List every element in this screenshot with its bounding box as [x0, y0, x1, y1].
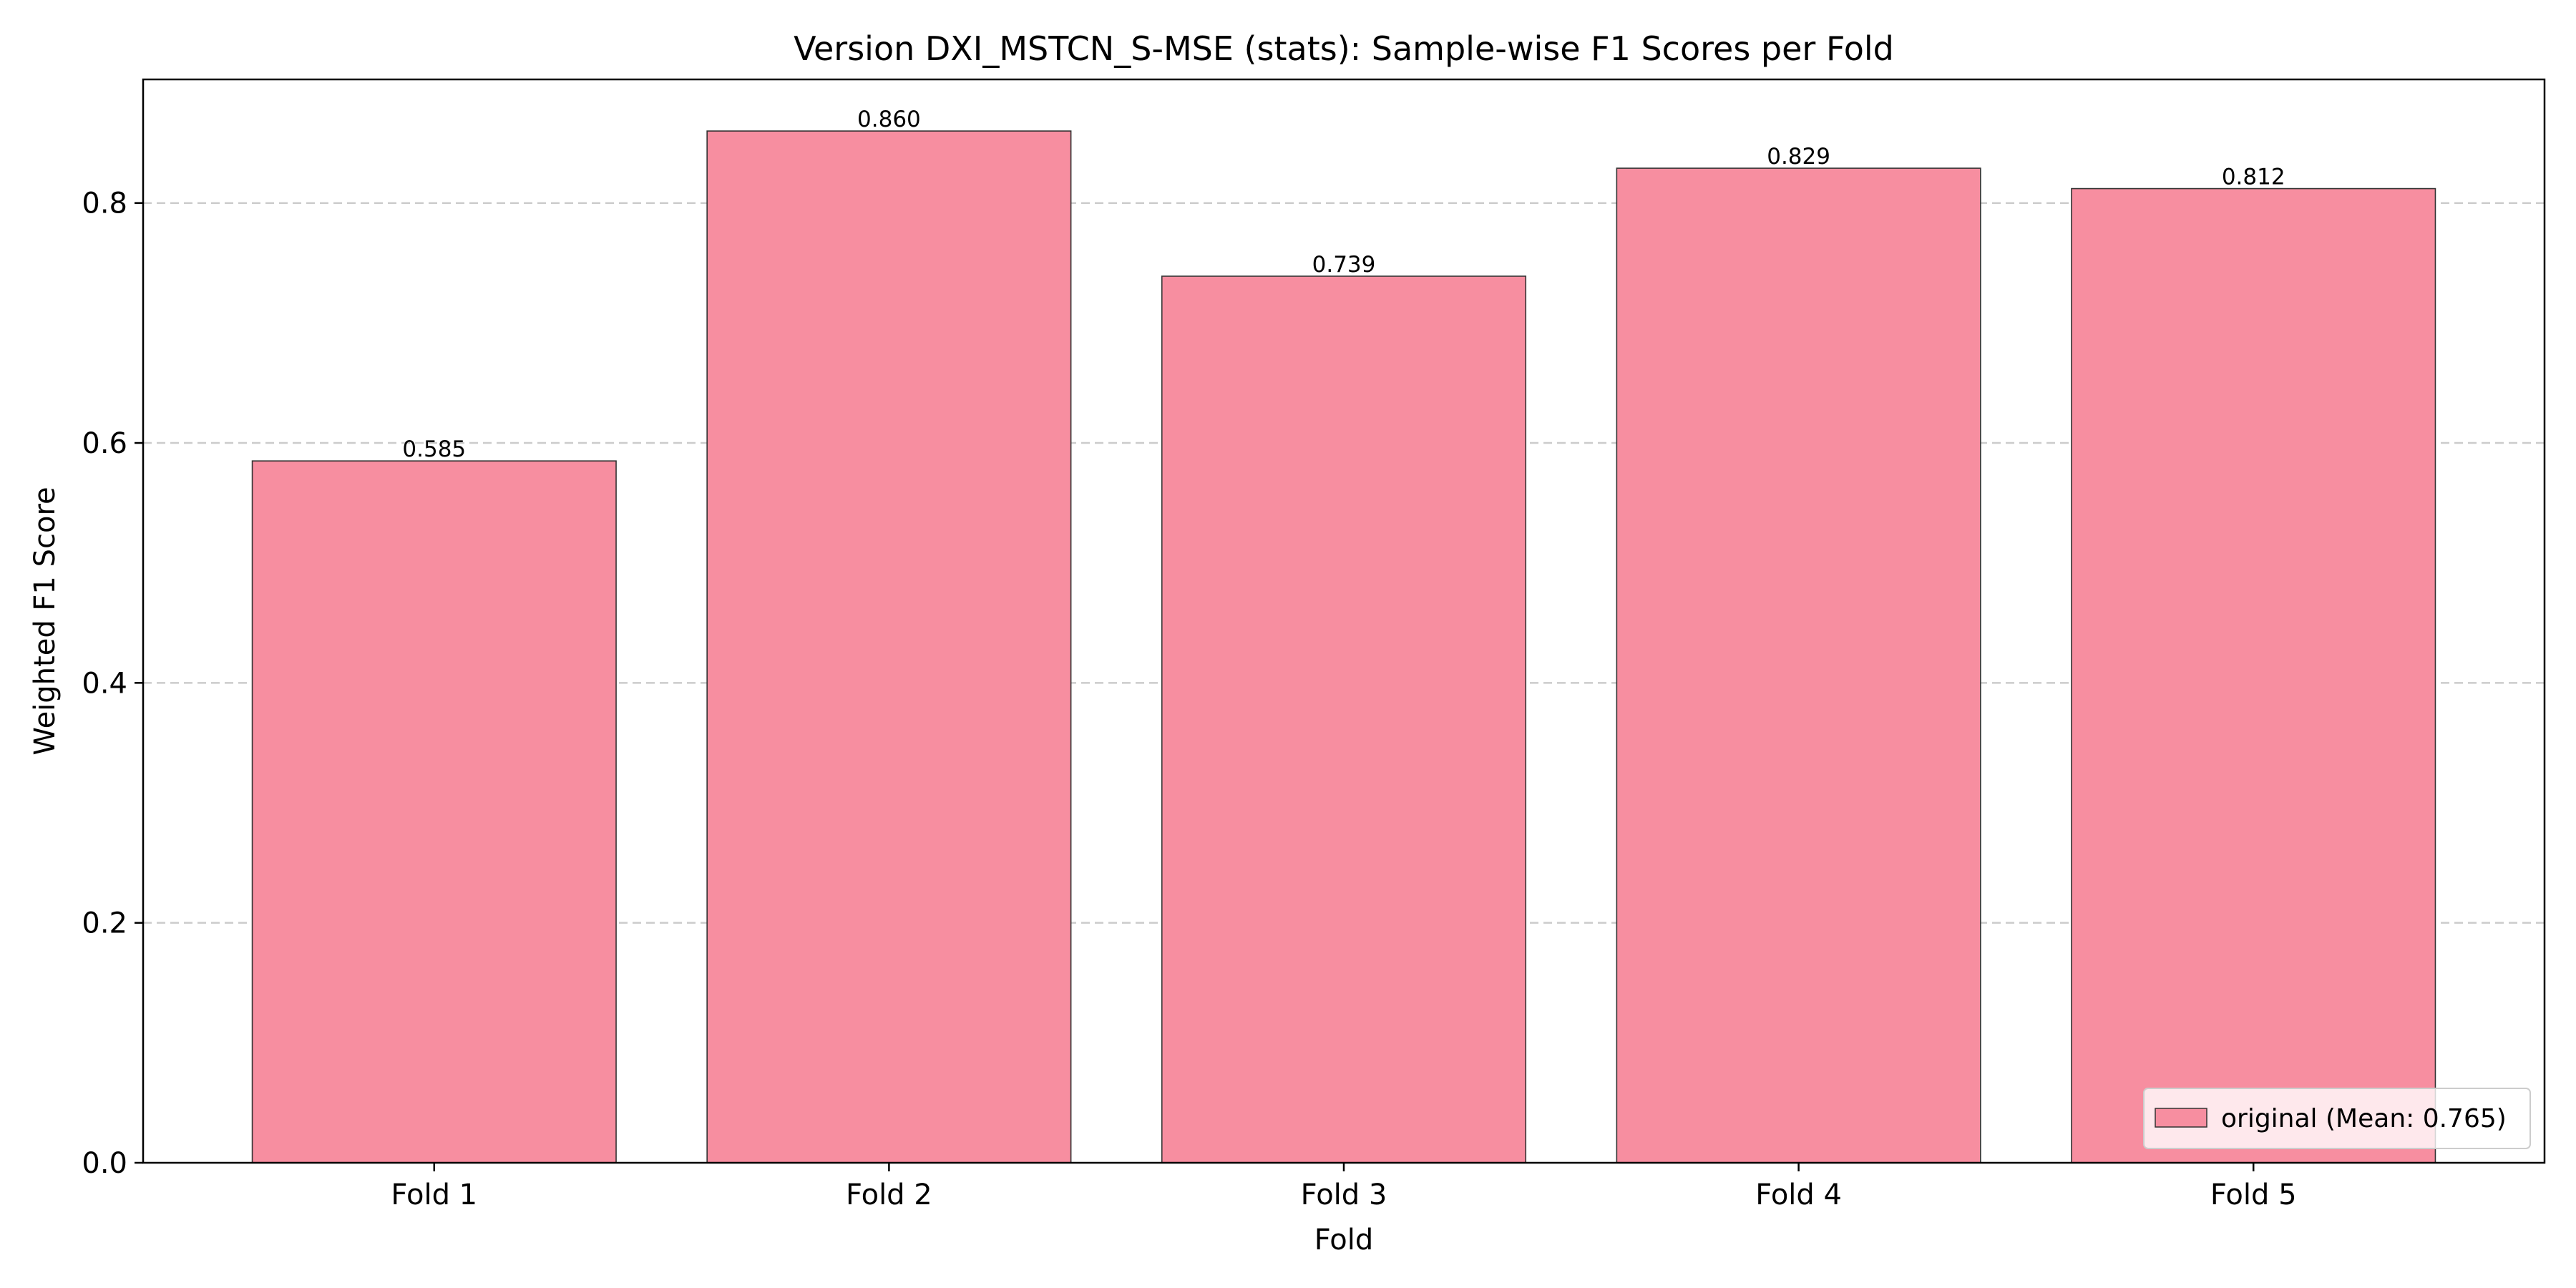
- bar-fold-4: [1616, 167, 1981, 1163]
- legend: original (Mean: 0.765): [2143, 1088, 2531, 1149]
- x-tick-label: Fold 3: [1301, 1179, 1387, 1211]
- y-tick-label: 0.2: [82, 907, 127, 940]
- y-tick-label: 0.4: [82, 667, 127, 700]
- y-tick-label: 0.8: [82, 187, 127, 220]
- bar-value-label: 0.585: [402, 436, 466, 462]
- x-axis-ticks: Fold 1 Fold 2 Fold 3 Fold 4 Fold 5: [391, 1163, 2297, 1211]
- bar-fold-1: [251, 460, 617, 1163]
- bar-value-labels: 0.585 0.860 0.739 0.829 0.812: [402, 107, 2285, 462]
- legend-label: original (Mean: 0.765): [2221, 1104, 2507, 1133]
- bar-value-label: 0.829: [1767, 144, 1830, 170]
- bar-fold-3: [1161, 275, 1527, 1163]
- y-axis-label: Weighted F1 Score: [29, 487, 62, 755]
- bar-value-label: 0.860: [857, 107, 921, 132]
- bar-fold-2: [706, 130, 1072, 1163]
- chart-title: Version DXI_MSTCN_S-MSE (stats): Sample-…: [794, 29, 1894, 68]
- y-tick-label: 0.6: [82, 427, 127, 460]
- bar-fold-5: [2071, 187, 2436, 1163]
- x-tick-label: Fold 4: [1755, 1179, 1842, 1211]
- bar-value-label: 0.739: [1312, 252, 1376, 278]
- y-axis-ticks: 0.0 0.2 0.4 0.6 0.8: [82, 187, 143, 1180]
- bar-value-label: 0.812: [2222, 165, 2285, 190]
- legend-box: [2143, 1088, 2531, 1149]
- legend-swatch: [2155, 1108, 2207, 1128]
- x-tick-label: Fold 2: [846, 1179, 932, 1211]
- x-tick-label: Fold 1: [391, 1179, 477, 1211]
- bars: [251, 130, 2436, 1163]
- y-tick-label: 0.0: [82, 1147, 127, 1180]
- x-tick-label: Fold 5: [2210, 1179, 2297, 1211]
- x-axis-label: Fold: [1314, 1224, 1374, 1257]
